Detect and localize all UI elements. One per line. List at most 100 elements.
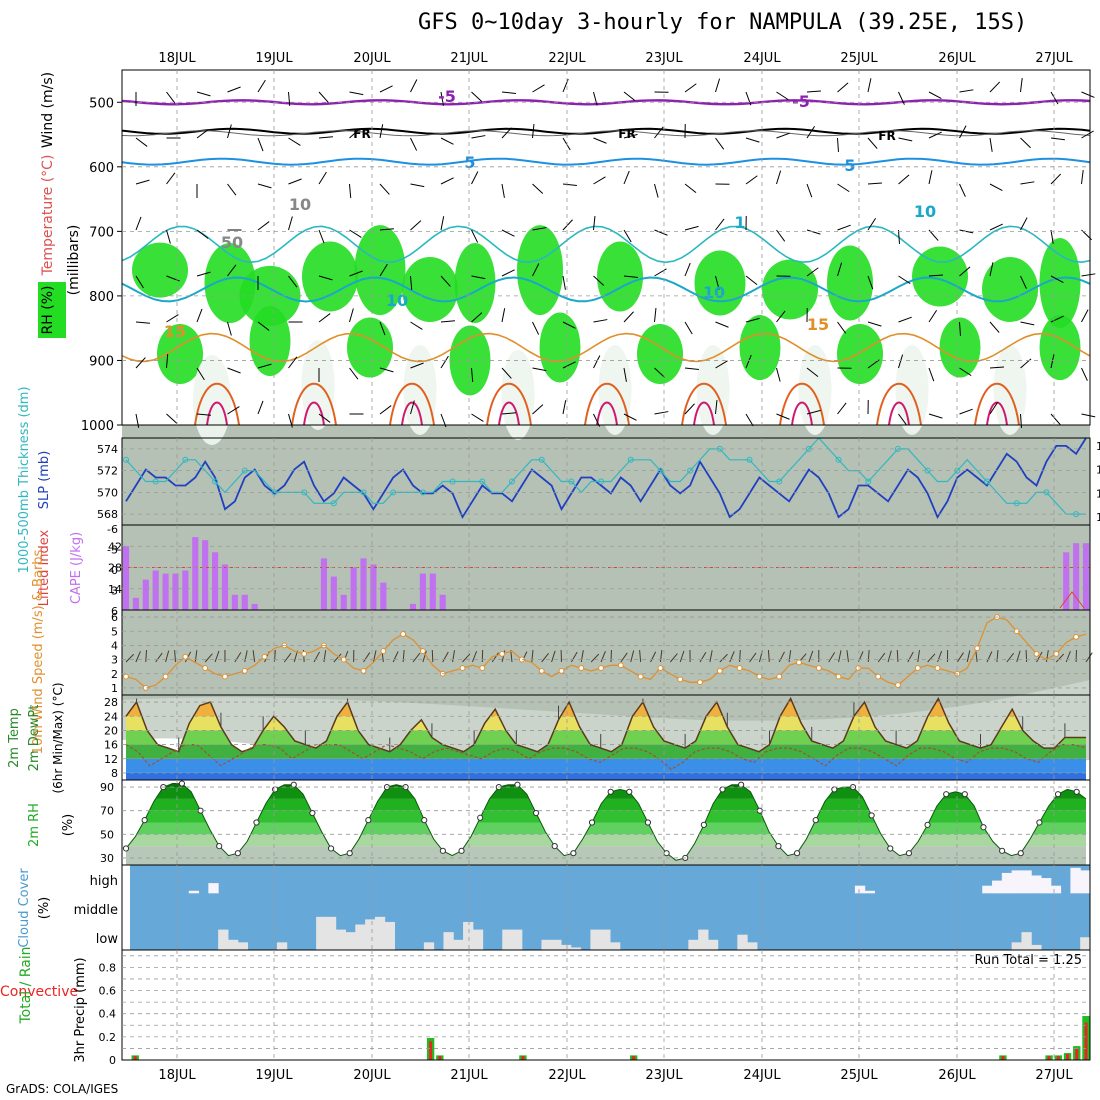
surface-wind-barb <box>1065 650 1071 663</box>
y-tick-label: 900 <box>89 354 114 369</box>
surface-wind-barb <box>679 650 685 663</box>
contour-label: FR <box>878 129 895 143</box>
date-label-bottom: 20JUL <box>353 1068 391 1083</box>
wind-barb <box>532 263 540 277</box>
wind-barb <box>1081 91 1095 98</box>
cloud-low-bar <box>570 947 582 950</box>
surface-wind-barb <box>699 652 707 663</box>
surface-wind-barb <box>372 650 377 663</box>
wind-barb <box>288 91 291 106</box>
surface-wind-barb <box>630 650 635 663</box>
wind-barb <box>1020 321 1035 326</box>
wind-barb <box>318 91 329 103</box>
wind-barb <box>562 275 566 290</box>
wind-barb <box>654 308 657 323</box>
wind-barb <box>898 174 910 185</box>
surface-wind-barb <box>877 652 886 663</box>
cloud-low-bar <box>463 921 474 950</box>
cloud-low-bar <box>325 916 337 950</box>
surface-wind-barb <box>214 650 220 663</box>
temp-axis-label: 2m Temp <box>7 708 22 768</box>
wind-barb <box>898 275 911 285</box>
cape-bar <box>419 573 426 610</box>
wind-barb <box>532 183 544 194</box>
wind-barb <box>196 308 203 323</box>
rh-tick-label: 70 <box>100 805 114 818</box>
rh-green-cell <box>827 245 873 321</box>
thickness-axis-label: 1000-500mb Thickness (dm) <box>17 386 32 573</box>
wind-barb <box>959 125 967 139</box>
surface-wind-barb <box>194 650 198 663</box>
wind-barb <box>1020 137 1031 149</box>
wind-barb <box>349 128 361 139</box>
wind-speed-point <box>578 665 585 671</box>
cloud-low-bar <box>472 929 484 950</box>
isotherm-20-arch <box>779 382 825 426</box>
cloud-high-bar <box>1041 878 1052 894</box>
wind-barb <box>593 413 601 427</box>
wind-barb <box>1050 315 1064 323</box>
rh-point <box>1017 850 1024 857</box>
cloud-high-bar <box>982 885 993 894</box>
millibars-axis-label: (millibars) <box>66 225 82 296</box>
li-tick-label: 3 <box>111 585 118 598</box>
thickness-point <box>479 478 486 485</box>
wind-barb <box>837 183 850 193</box>
cloud-low-bar <box>551 939 562 950</box>
wind-barb <box>623 367 627 382</box>
wind-speed-point <box>538 668 545 674</box>
temp-tick-label: 20 <box>104 724 118 737</box>
precip-panel: 0 0.2 0.4 0.6 0.8 Run Total = 1.25 Convective <box>0 953 1090 1067</box>
wind-barb <box>532 124 535 139</box>
wind-speed-point <box>202 665 209 671</box>
date-label-bottom: 27JUL <box>1035 1068 1073 1083</box>
surface-wind-barb <box>1006 652 1015 663</box>
rh-point <box>738 781 745 788</box>
surface-wind-barb <box>917 650 920 663</box>
wind-barb <box>166 314 179 323</box>
rh-dry-gap <box>598 345 632 435</box>
wind-barb <box>806 267 819 277</box>
contour-label: FR <box>353 127 370 141</box>
wind-barb <box>898 91 905 105</box>
cloud-low-bar <box>355 924 366 950</box>
surface-wind-barb <box>402 650 405 663</box>
wind-barb <box>562 321 576 329</box>
wind-speed-point <box>1073 634 1080 640</box>
wind-speed-point <box>222 673 228 680</box>
precip-axis-label: 3hr Precip (mm) <box>73 957 88 1062</box>
rh-band <box>126 798 1086 811</box>
wind-barb <box>715 400 718 415</box>
isotherm-freezing-b <box>121 130 1091 137</box>
date-label-bottom: 26JUL <box>938 1068 976 1083</box>
rh-point <box>327 845 335 852</box>
wind-barb <box>1081 170 1084 185</box>
wind-barb <box>867 359 880 369</box>
surface-wind-barb <box>1016 650 1021 663</box>
surface-wind-barb <box>907 651 914 663</box>
wind-speed-point <box>815 665 822 671</box>
rh-point <box>421 817 428 824</box>
precip-total-label: Total / Rain <box>18 946 34 1024</box>
thickness-point <box>984 478 991 485</box>
wind-barb <box>837 321 847 334</box>
wind-barb <box>410 79 418 93</box>
cape-bar <box>409 603 417 610</box>
y-tick-label: 1000 <box>81 419 114 434</box>
wind-barb <box>532 404 544 415</box>
contour-label: 50 <box>221 233 243 252</box>
isotherm-25-arch <box>791 401 813 426</box>
wind-speed-point <box>479 665 486 671</box>
surface-wind-barb <box>510 650 513 663</box>
isotherm-25-arch <box>888 401 910 426</box>
cloud-low-bar <box>561 944 572 950</box>
thickness-point <box>627 456 634 463</box>
upper-air-frame <box>121 69 1091 426</box>
precip-tick-label: 0.4 <box>99 1008 117 1021</box>
cape-tick-label: 42 <box>108 540 122 553</box>
wind-barb <box>562 78 569 93</box>
wind-barb <box>227 124 232 139</box>
rh-point <box>216 843 223 850</box>
cape-panel: -6 -3 0 3 6 14 28 42 <box>107 523 1090 618</box>
